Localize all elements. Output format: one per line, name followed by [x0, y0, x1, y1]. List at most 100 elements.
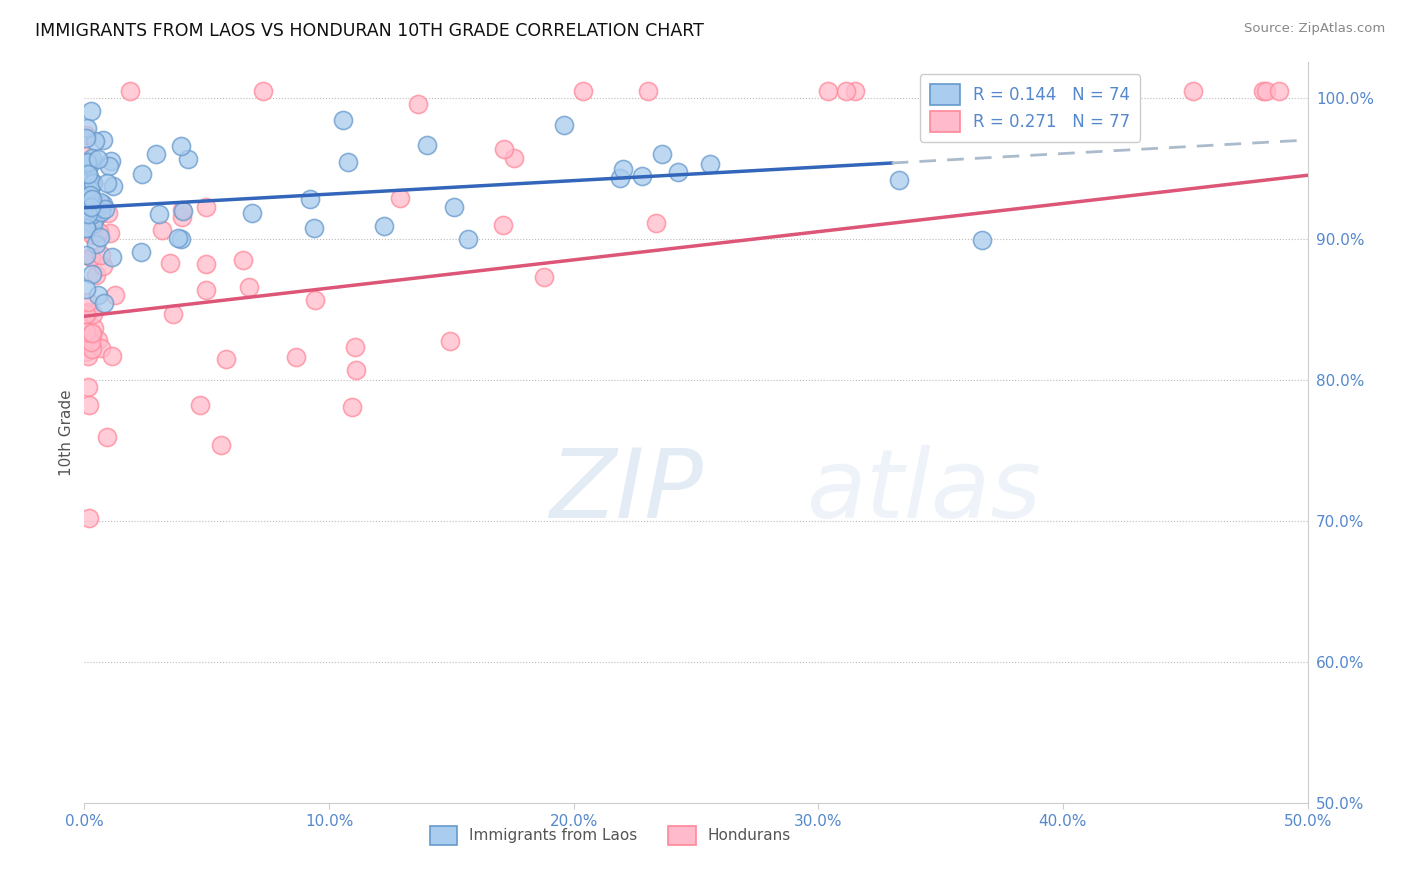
Point: [79, 221, 101, 235]
Point: [82, 177, 104, 191]
Point: [82, 198, 104, 212]
Point: [89, 226, 111, 240]
Point: [195, 200, 218, 214]
Point: [80, 343, 103, 357]
Point: [77, 160, 100, 174]
Point: [194, 283, 217, 297]
Point: [148, 207, 170, 221]
Point: [406, 97, 429, 112]
Point: [80, 251, 103, 265]
Point: [343, 340, 366, 354]
Point: [75, 148, 97, 162]
Point: [75, 128, 97, 142]
Point: [170, 211, 193, 225]
Point: [100, 251, 122, 265]
Point: [75, 307, 97, 321]
Point: [75, 190, 97, 204]
Point: [172, 203, 194, 218]
Point: [76, 155, 98, 169]
Point: [172, 203, 194, 218]
Point: [972, 233, 994, 247]
Point: [76, 121, 98, 136]
Point: [232, 253, 254, 268]
Point: [439, 334, 461, 348]
Point: [80, 228, 103, 243]
Point: [609, 171, 631, 186]
Point: [240, 205, 263, 219]
Point: [991, 101, 1014, 115]
Point: [87, 152, 110, 166]
Point: [1059, 104, 1081, 119]
Point: [82, 151, 104, 165]
Point: [389, 191, 412, 205]
Point: [150, 223, 173, 237]
Point: [120, 84, 142, 98]
Point: [571, 84, 593, 98]
Point: [77, 207, 100, 221]
Point: [79, 334, 101, 349]
Text: IMMIGRANTS FROM LAOS VS HONDURAN 10TH GRADE CORRELATION CHART: IMMIGRANTS FROM LAOS VS HONDURAN 10TH GR…: [35, 22, 704, 40]
Point: [79, 169, 101, 184]
Point: [502, 152, 524, 166]
Point: [492, 218, 515, 232]
Point: [336, 155, 359, 169]
Point: [215, 351, 238, 366]
Point: [77, 511, 100, 525]
Point: [103, 178, 125, 193]
Point: [82, 227, 104, 241]
Point: [644, 216, 666, 230]
Point: [84, 211, 107, 225]
Point: [553, 118, 575, 132]
Point: [80, 208, 103, 222]
Point: [77, 167, 100, 181]
Point: [77, 398, 100, 412]
Point: [77, 305, 100, 319]
Point: [167, 231, 190, 245]
Point: [100, 350, 122, 364]
Point: [93, 296, 115, 310]
Point: [145, 147, 167, 161]
Point: [252, 84, 274, 98]
Point: [75, 170, 97, 185]
Point: [533, 270, 555, 285]
Point: [209, 438, 232, 452]
Point: [835, 84, 858, 98]
Point: [90, 205, 112, 219]
Point: [284, 350, 307, 364]
Point: [79, 154, 101, 169]
Point: [457, 232, 479, 246]
Point: [89, 194, 111, 209]
Y-axis label: 10th Grade: 10th Grade: [59, 389, 75, 476]
Text: atlas: atlas: [806, 445, 1040, 539]
Point: [79, 104, 101, 119]
Point: [631, 169, 654, 183]
Point: [86, 334, 108, 348]
Point: [492, 142, 515, 156]
Point: [87, 288, 110, 302]
Point: [91, 197, 114, 211]
Point: [637, 84, 659, 98]
Point: [96, 430, 118, 444]
Point: [332, 113, 354, 128]
Point: [131, 168, 153, 182]
Point: [936, 84, 959, 98]
Point: [887, 173, 910, 187]
Point: [90, 341, 112, 355]
Point: [79, 183, 101, 197]
Point: [83, 202, 105, 216]
Point: [299, 192, 322, 206]
Point: [91, 259, 114, 273]
Point: [82, 327, 104, 342]
Point: [651, 147, 673, 161]
Point: [76, 207, 98, 221]
Point: [97, 159, 120, 173]
Point: [86, 237, 108, 252]
Point: [170, 232, 193, 246]
Point: [80, 192, 103, 206]
Point: [77, 181, 100, 195]
Point: [75, 325, 97, 339]
Point: [94, 202, 117, 216]
Point: [162, 307, 184, 321]
Point: [91, 133, 114, 147]
Point: [844, 84, 866, 98]
